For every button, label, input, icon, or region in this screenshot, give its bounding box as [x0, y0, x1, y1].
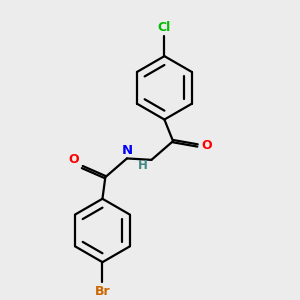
Text: Br: Br — [94, 285, 110, 298]
Text: O: O — [69, 153, 80, 166]
Text: O: O — [201, 139, 211, 152]
Text: Cl: Cl — [158, 21, 171, 34]
Text: N: N — [122, 144, 133, 157]
Text: H: H — [138, 159, 148, 172]
